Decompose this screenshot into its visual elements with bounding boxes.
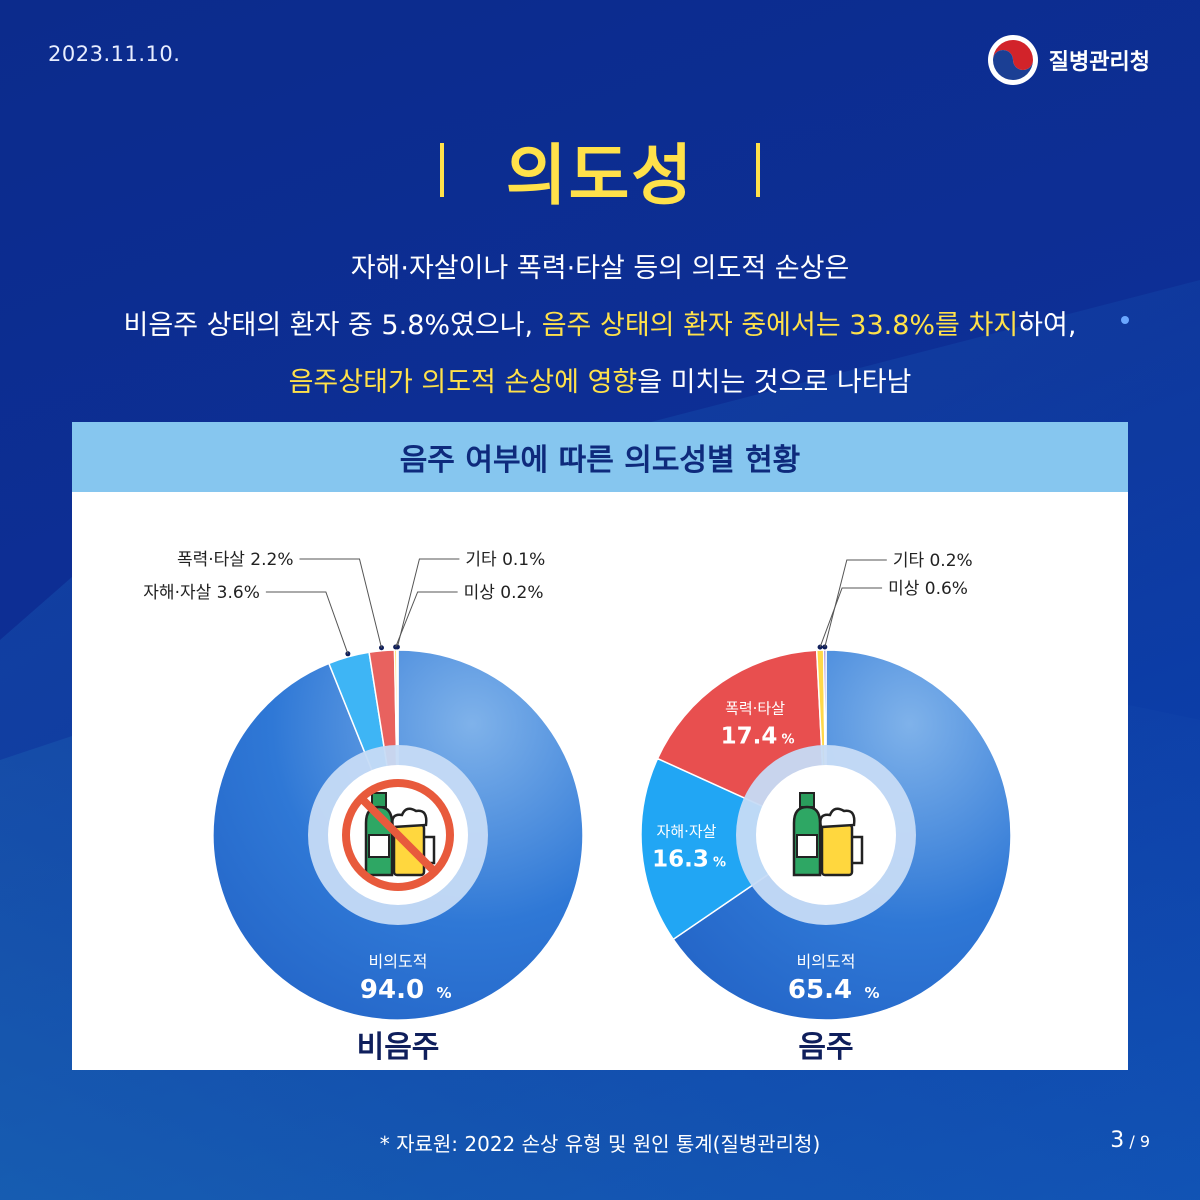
callout-폭력·타살: 폭력·타살 2.2% [177, 550, 294, 570]
title-block: 의도성 [0, 122, 1200, 218]
label-non-intentional: 비의도적 [797, 952, 856, 971]
page-title: 의도성 [505, 137, 695, 214]
label-non-intentional: 비의도적 [369, 952, 428, 971]
callout-미상: 미상 0.6% [888, 579, 968, 599]
pie-charts: 비의도적 94.0 % 비음주 자해·자살 3.6% 폭력·타살 2.2% 기타 0.1% 미… [143, 550, 1012, 1065]
pie-chart-non-drinking [212, 558, 584, 1021]
page-total: 9 [1139, 1132, 1150, 1151]
description-line-3: 음주상태가 의도적 손상에 영향을 미치는 것으로 나타남 [0, 354, 1200, 411]
value-unit-자해·자살: % [713, 856, 726, 871]
org-name: 질병관리청 [1048, 50, 1150, 75]
callout-dot [393, 644, 399, 650]
description-line-1: 자해·자살이나 폭력·타살 등의 의도적 손상은 [350, 253, 850, 284]
callout-미상: 미상 0.2% [464, 583, 544, 603]
chart-panel: 음주 여부에 따른 의도성별 현황 비의도적 94.0% 비음주 자해·자살 3.6%… [72, 422, 1128, 1070]
drinking-icon [792, 792, 864, 877]
page-separator: / [1124, 1132, 1140, 1151]
source-note: * 자료원: 2022 손상 유형 및 원인 통계(질병관리청) [379, 1132, 821, 1156]
taegeuk-icon [987, 35, 1038, 85]
value-자해·자살: 16.3 [652, 847, 709, 873]
pie-chart-drinking [640, 559, 1012, 1021]
description-line-3b: 을 미치는 것으로 나타남 [637, 367, 912, 398]
page-current: 3 [1110, 1128, 1125, 1153]
date: 2023.11.10. [48, 42, 181, 66]
value-non-intentional-unit: % [864, 984, 879, 1002]
title-left-bar [439, 143, 444, 197]
description-line-2a: 비음주 상태의 환자 중 5.8%였으나, [123, 310, 542, 341]
org-logo: 질병관리청 [987, 34, 1150, 86]
callout-기타: 기타 0.2% [893, 551, 973, 571]
value-unit-폭력·타살: % [782, 732, 795, 747]
callout-자해·자살: 자해·자살 3.6% [143, 583, 260, 603]
value-non-intentional: 94.0 [360, 975, 424, 1005]
description-highlight-1: 음주 상태의 환자 중에서는 33.8%를 차지 [541, 310, 1019, 341]
description-highlight-2: 음주상태가 의도적 손상에 영향 [288, 367, 638, 398]
value-non-intentional-unit: % [436, 984, 451, 1002]
chart-title-non-drinking: 비음주 [357, 1030, 440, 1065]
title-right-bar [756, 143, 761, 197]
description-line-2: 비음주 상태의 환자 중 5.8%였으나, 음주 상태의 환자 중에서는 33.… [0, 297, 1200, 354]
chart-title-drinking: 음주 [798, 1030, 853, 1065]
value-non-intentional: 65.4 [788, 975, 852, 1005]
label-폭력·타살: 폭력·타살 [725, 699, 785, 717]
panel-title: 음주 여부에 따른 의도성별 현황 [72, 422, 1128, 492]
page-indicator: 3 / 9 [1110, 1128, 1150, 1153]
callout-dot [379, 645, 385, 651]
label-자해·자살: 자해·자살 [657, 823, 717, 841]
description-line-2c: 하여, [1018, 310, 1077, 341]
no-drinking-icon [342, 779, 454, 891]
callout-기타: 기타 0.1% [465, 550, 545, 570]
description: 자해·자살이나 폭력·타살 등의 의도적 손상은 비음주 상태의 환자 중 5.… [0, 240, 1200, 411]
value-폭력·타살: 17.4 [721, 723, 778, 749]
